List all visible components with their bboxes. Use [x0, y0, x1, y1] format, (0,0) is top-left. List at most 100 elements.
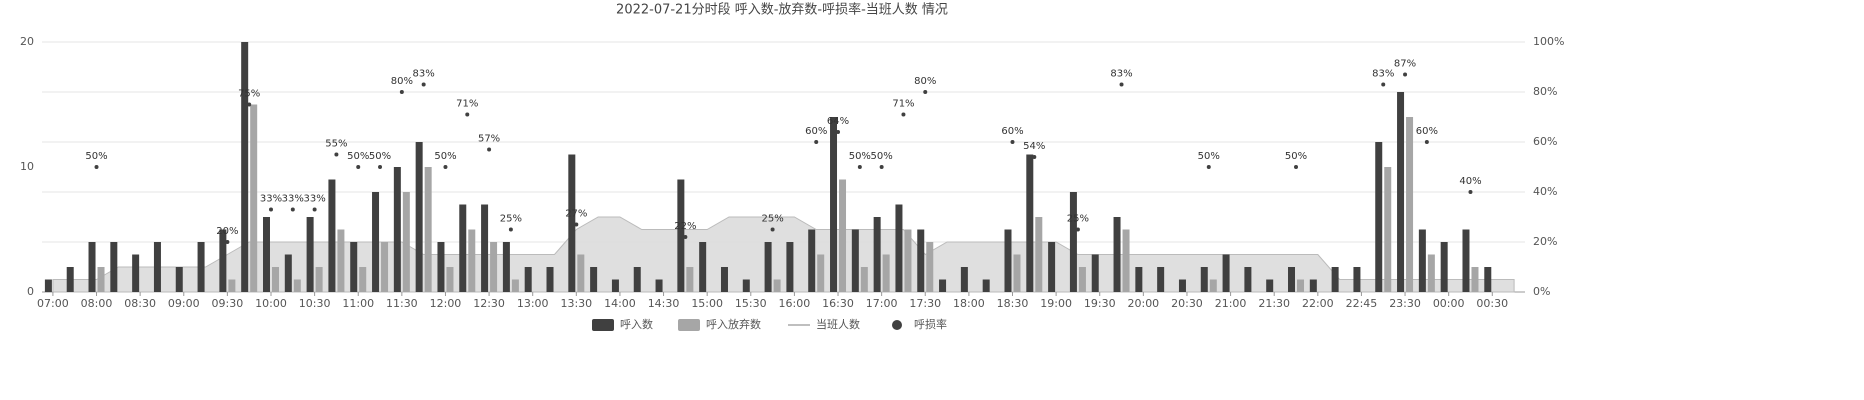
bar: [1266, 279, 1274, 292]
bar: [699, 242, 707, 292]
legend-label[interactable]: 呼入放弃数: [706, 317, 761, 331]
rate-dot: [225, 240, 230, 244]
bar: [284, 254, 292, 292]
bar: [895, 204, 903, 292]
legend-swatch[interactable]: [892, 320, 902, 330]
x-tick-label: 10:00: [255, 297, 287, 310]
x-tick-label: 13:00: [517, 297, 549, 310]
bar: [1200, 267, 1208, 292]
bar: [830, 117, 838, 292]
bar: [468, 229, 476, 292]
bar: [1091, 254, 1099, 292]
bar: [860, 267, 868, 292]
data-label: 40%: [1459, 176, 1481, 187]
data-label: 55%: [325, 139, 347, 150]
rate-dot: [836, 130, 841, 134]
data-label: 50%: [347, 151, 369, 162]
data-label: 71%: [456, 99, 478, 110]
data-label: 57%: [478, 134, 500, 145]
bar: [393, 167, 401, 292]
chart-title: 2022-07-21分时段 呼入数-放弃数-呼损率-当班人数 情况: [616, 2, 948, 18]
rate-dot: [857, 165, 862, 169]
bar: [851, 229, 859, 292]
rate-dot: [508, 227, 513, 232]
y-tick-label: 20: [20, 35, 34, 48]
bar: [546, 267, 554, 292]
y-tick-label: 10: [20, 160, 34, 173]
rate-dot: [879, 165, 884, 169]
bar: [817, 254, 825, 292]
bar: [271, 267, 279, 292]
bar: [490, 242, 498, 292]
data-label: 33%: [260, 194, 282, 205]
bar: [1004, 229, 1012, 292]
bar: [1013, 254, 1021, 292]
bar: [250, 104, 258, 292]
rate-dot: [378, 165, 383, 169]
legend-swatch[interactable]: [592, 319, 614, 331]
bar: [904, 229, 912, 292]
bar: [219, 229, 227, 292]
x-tick-label: 14:00: [604, 297, 636, 310]
x-tick-label: 15:30: [735, 297, 767, 310]
bar: [44, 279, 52, 292]
data-label: 27%: [565, 209, 587, 220]
rate-dot: [1381, 82, 1386, 87]
rate-dot: [1010, 140, 1015, 144]
x-tick-label: 14:30: [648, 297, 680, 310]
bar: [241, 42, 249, 292]
data-label: 80%: [914, 76, 936, 87]
data-label: 25%: [761, 214, 783, 225]
bar: [306, 217, 314, 292]
legend-swatch[interactable]: [678, 319, 700, 331]
bar: [1048, 242, 1056, 292]
bar: [110, 242, 118, 292]
bar: [175, 267, 183, 292]
data-label: 83%: [1372, 69, 1394, 80]
x-tick-label: 17:30: [909, 297, 941, 310]
bar: [1078, 267, 1086, 292]
legend-label[interactable]: 呼入数: [620, 318, 653, 331]
bar: [315, 267, 323, 292]
bar: [337, 229, 345, 292]
bar: [1418, 229, 1426, 292]
legend-label[interactable]: 呼损率: [914, 317, 947, 331]
y2-tick-label: 80%: [1533, 85, 1557, 98]
rate-dot: [268, 207, 273, 212]
bar: [633, 267, 641, 292]
bar: [446, 267, 454, 292]
legend-label[interactable]: 当班人数: [816, 317, 860, 331]
x-tick-label: 08:30: [124, 297, 156, 310]
rate-dot: [901, 112, 906, 117]
rate-dot: [312, 207, 317, 212]
bar: [502, 242, 510, 292]
rate-dot: [770, 227, 775, 232]
data-label: 50%: [434, 151, 456, 162]
data-label: 50%: [1198, 151, 1220, 162]
bar: [873, 217, 881, 292]
data-label: 25%: [500, 214, 522, 225]
rate-dot: [814, 140, 819, 144]
bar: [720, 267, 728, 292]
bar: [1440, 242, 1448, 292]
bar: [1288, 267, 1296, 292]
data-label: 80%: [391, 76, 413, 87]
x-tick-label: 07:00: [37, 297, 69, 310]
bar: [773, 279, 781, 292]
bar: [1222, 254, 1230, 292]
bar: [350, 242, 358, 292]
bar: [1484, 267, 1492, 292]
rate-dot: [421, 82, 426, 87]
rate-dot: [1424, 140, 1429, 144]
bar: [1462, 229, 1470, 292]
bar: [982, 279, 990, 292]
bar: [1397, 92, 1405, 292]
x-tick-label: 16:00: [779, 297, 811, 310]
bar: [1353, 267, 1361, 292]
rate-dot: [1206, 165, 1211, 169]
rate-dot: [574, 222, 579, 227]
bar: [1209, 279, 1217, 292]
bar: [926, 242, 934, 292]
rate-dot: [487, 147, 492, 152]
